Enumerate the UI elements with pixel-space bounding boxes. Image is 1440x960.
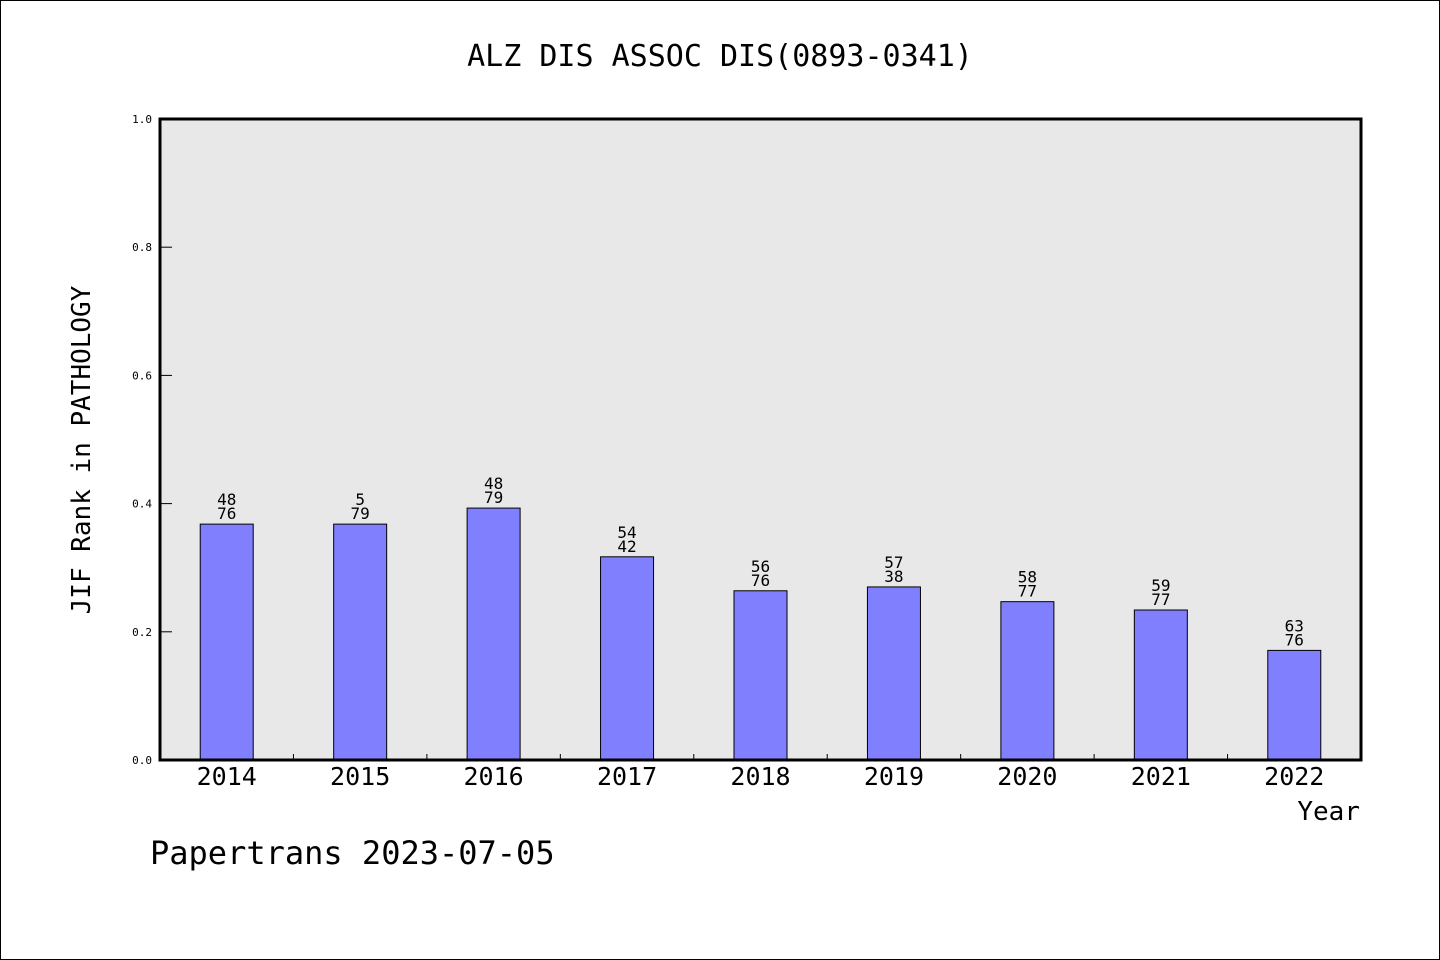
y-tick-label: 0.4 [132,498,152,511]
x-axis-label: Year [1297,797,1360,827]
bar-total-label: 42 [617,537,636,556]
footer-text: Papertrans 2023-07-05 [150,834,555,872]
y-tick-label: 1.0 [132,113,152,126]
bar-2016 [466,507,521,761]
bar-2021 [1133,609,1188,761]
plot-border [158,117,1363,762]
bar-rank-label: 59 [1151,576,1170,595]
x-tick-label: 2016 [464,762,524,791]
bar-rank-label: 56 [751,557,770,576]
x-tick-label: 2015 [330,762,390,791]
x-tick-label: 2019 [864,762,924,791]
bar-total-label: 76 [751,571,770,590]
y-axis-label: JIF Rank in PATHOLOGY [67,285,97,614]
bar-total-label: 79 [484,488,503,507]
bar-2015 [333,523,388,761]
x-tick-label: 2017 [597,762,657,791]
bar-rank-label: 58 [1018,568,1037,587]
bar-2019 [866,586,921,761]
bar-2022 [1267,649,1322,761]
x-tick-label: 2014 [197,762,257,791]
x-tick-label: 2021 [1131,762,1191,791]
bar-2014 [199,523,254,761]
bar-total-label: 79 [351,504,370,523]
y-tick-label: 0.0 [132,754,152,767]
bar-2017 [600,556,655,761]
bar-rank-label: 48 [217,490,236,509]
bar-rank-label: 5 [355,490,365,509]
bar-total-label: 76 [1285,630,1304,649]
bar-rank-label: 48 [484,474,503,493]
bar-total-label: 77 [1018,582,1037,601]
bar-2018 [733,590,788,761]
x-tick-label: 2020 [997,762,1057,791]
bar-rank-label: 54 [617,523,636,542]
x-tick-label: 2022 [1264,762,1324,791]
y-tick-label: 0.6 [132,369,152,382]
y-tick-label: 0.2 [132,626,152,639]
bar-total-label: 77 [1151,590,1170,609]
bars-group [199,507,1322,761]
x-ticks-group: 2014 2015 2016 2017 2018 2019 2020 2021 2022 [197,754,1324,791]
chart-title: ALZ DIS ASSOC DIS(0893-0341) [467,39,973,74]
bar-total-label: 76 [217,504,236,523]
y-tick-label: 0.8 [132,241,152,254]
bar-rank-label: 63 [1285,616,1304,635]
bar-total-label: 38 [884,567,903,586]
bar-rank-label: 57 [884,553,903,572]
bar-2020 [1000,601,1055,761]
x-tick-label: 2018 [730,762,790,791]
